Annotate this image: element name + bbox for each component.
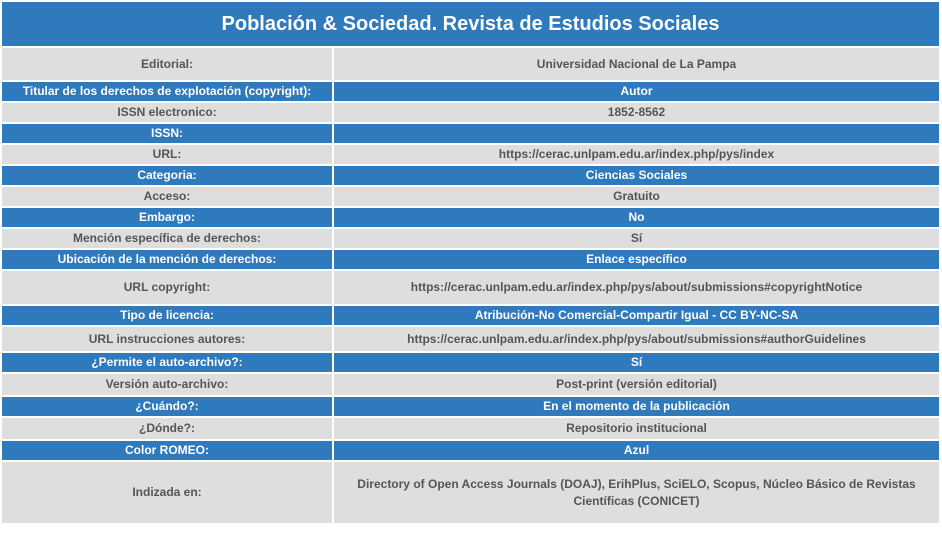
page-title: Población & Sociedad. Revista de Estudio… xyxy=(2,2,939,48)
row-label: ¿Dónde?: xyxy=(2,418,334,441)
table-row: Embargo: No xyxy=(2,208,939,229)
table-row: ¿Cuándo?: En el momento de la publicació… xyxy=(2,397,939,418)
row-value: Ciencias Sociales xyxy=(334,166,939,187)
table-row: URL copyright: https://cerac.unlpam.edu.… xyxy=(2,271,939,306)
row-label: Titular de los derechos de explotación (… xyxy=(2,82,334,103)
row-label: Color ROMEO: xyxy=(2,441,334,462)
row-value: Sí xyxy=(334,229,939,250)
table-row: Tipo de licencia: Atribución-No Comercia… xyxy=(2,306,939,327)
row-label: Editorial: xyxy=(2,48,334,82)
table-row: Editorial: Universidad Nacional de La Pa… xyxy=(2,48,939,82)
copyright-url-link[interactable]: https://cerac.unlpam.edu.ar/index.php/py… xyxy=(334,271,939,306)
row-value: Repositorio institucional xyxy=(334,418,939,441)
table-row: Acceso: Gratuito xyxy=(2,187,939,208)
author-guidelines-url-link[interactable]: https://cerac.unlpam.edu.ar/index.php/py… xyxy=(334,327,939,353)
table-row: ISSN electronico: 1852-8562 xyxy=(2,103,939,124)
row-label: Categoria: xyxy=(2,166,334,187)
row-value: Azul xyxy=(334,441,939,462)
row-label: Versión auto-archivo: xyxy=(2,374,334,397)
url-link[interactable]: https://cerac.unlpam.edu.ar/index.php/py… xyxy=(334,145,939,166)
table-row: Titular de los derechos de explotación (… xyxy=(2,82,939,103)
table-row: Color ROMEO: Azul xyxy=(2,441,939,462)
row-label: ¿Permite el auto-archivo?: xyxy=(2,353,334,374)
row-label: URL instrucciones autores: xyxy=(2,327,334,353)
row-value: No xyxy=(334,208,939,229)
table-row: URL: https://cerac.unlpam.edu.ar/index.p… xyxy=(2,145,939,166)
row-label: Mención específica de derechos: xyxy=(2,229,334,250)
row-value: Directory of Open Access Journals (DOAJ)… xyxy=(334,462,939,525)
row-label: Indizada en: xyxy=(2,462,334,525)
row-value: Atribución-No Comercial-Compartir Igual … xyxy=(334,306,939,327)
journal-info-table: Editorial: Universidad Nacional de La Pa… xyxy=(2,48,939,525)
table-row: ¿Permite el auto-archivo?: Sí xyxy=(2,353,939,374)
table-row: ¿Dónde?: Repositorio institucional xyxy=(2,418,939,441)
row-value: En el momento de la publicación xyxy=(334,397,939,418)
row-value: Autor xyxy=(334,82,939,103)
row-label: ISSN: xyxy=(2,124,334,145)
table-row: Categoria: Ciencias Sociales xyxy=(2,166,939,187)
row-label: Embargo: xyxy=(2,208,334,229)
table-row: ISSN: xyxy=(2,124,939,145)
row-value xyxy=(334,124,939,145)
table-row: Mención específica de derechos: Sí xyxy=(2,229,939,250)
row-label: Acceso: xyxy=(2,187,334,208)
row-value: Enlace específico xyxy=(334,250,939,271)
table-row: URL instrucciones autores: https://cerac… xyxy=(2,327,939,353)
table-row: Indizada en: Directory of Open Access Jo… xyxy=(2,462,939,525)
row-value: Post-print (versión editorial) xyxy=(334,374,939,397)
table-row: Ubicación de la mención de derechos: Enl… xyxy=(2,250,939,271)
journal-info-panel: Población & Sociedad. Revista de Estudio… xyxy=(2,2,939,525)
row-label: Tipo de licencia: xyxy=(2,306,334,327)
row-label: ISSN electronico: xyxy=(2,103,334,124)
row-label: ¿Cuándo?: xyxy=(2,397,334,418)
table-row: Versión auto-archivo: Post-print (versió… xyxy=(2,374,939,397)
row-value: 1852-8562 xyxy=(334,103,939,124)
row-label: URL: xyxy=(2,145,334,166)
row-value: Gratuito xyxy=(334,187,939,208)
row-label: Ubicación de la mención de derechos: xyxy=(2,250,334,271)
row-label: URL copyright: xyxy=(2,271,334,306)
row-value: Universidad Nacional de La Pampa xyxy=(334,48,939,82)
row-value: Sí xyxy=(334,353,939,374)
